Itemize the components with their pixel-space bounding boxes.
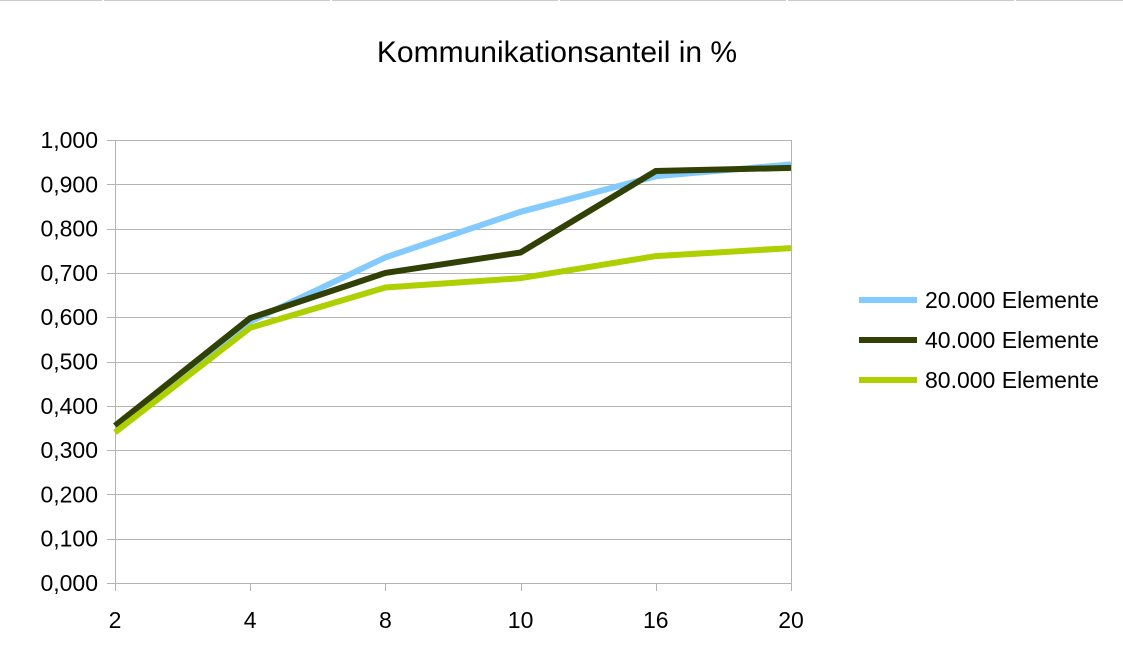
y-axis-tick-labels: 0,000 0,100 0,200 0,300 0,400 0,500 0,600 0,700…: [40, 127, 98, 596]
legend-label: 40.000 Elemente: [925, 327, 1099, 353]
x-tick-label: 4: [244, 607, 257, 633]
x-axis-tick-labels: 2 4 8 10 16 20: [109, 607, 804, 633]
chart-title: Kommunikationsanteil in %: [377, 36, 737, 69]
legend-label: 20.000 Elemente: [925, 287, 1099, 313]
grid-lines: [115, 140, 791, 584]
y-tick-label: 0,800: [40, 216, 98, 242]
legend: 20.000 Elemente 40.000 Elemente 80.000 Ele…: [859, 287, 1099, 393]
y-tick-label: 0,200: [40, 481, 98, 507]
x-tick-label: 10: [508, 607, 534, 633]
series-line-3: [113, 245, 792, 435]
y-tick-label: 0,400: [40, 393, 98, 419]
y-tick-label: 0,300: [40, 437, 98, 463]
y-tick-label: 0,000: [40, 570, 98, 596]
axes: [107, 140, 792, 591]
y-tick-label: 0,100: [40, 526, 98, 552]
x-tick-label: 20: [778, 607, 804, 633]
x-tick-label: 2: [109, 607, 122, 633]
series-line-1: [113, 161, 792, 429]
x-tick-label: 16: [643, 607, 669, 633]
series-lines: [113, 161, 792, 435]
legend-label: 80.000 Elemente: [925, 367, 1099, 393]
y-tick-label: 0,900: [40, 171, 98, 197]
y-tick-label: 0,600: [40, 304, 98, 330]
series-line-2: [113, 164, 792, 429]
y-tick-label: 0,700: [40, 260, 98, 286]
y-tick-label: 1,000: [40, 127, 98, 153]
x-tick-label: 8: [379, 607, 392, 633]
y-tick-label: 0,500: [40, 349, 98, 375]
